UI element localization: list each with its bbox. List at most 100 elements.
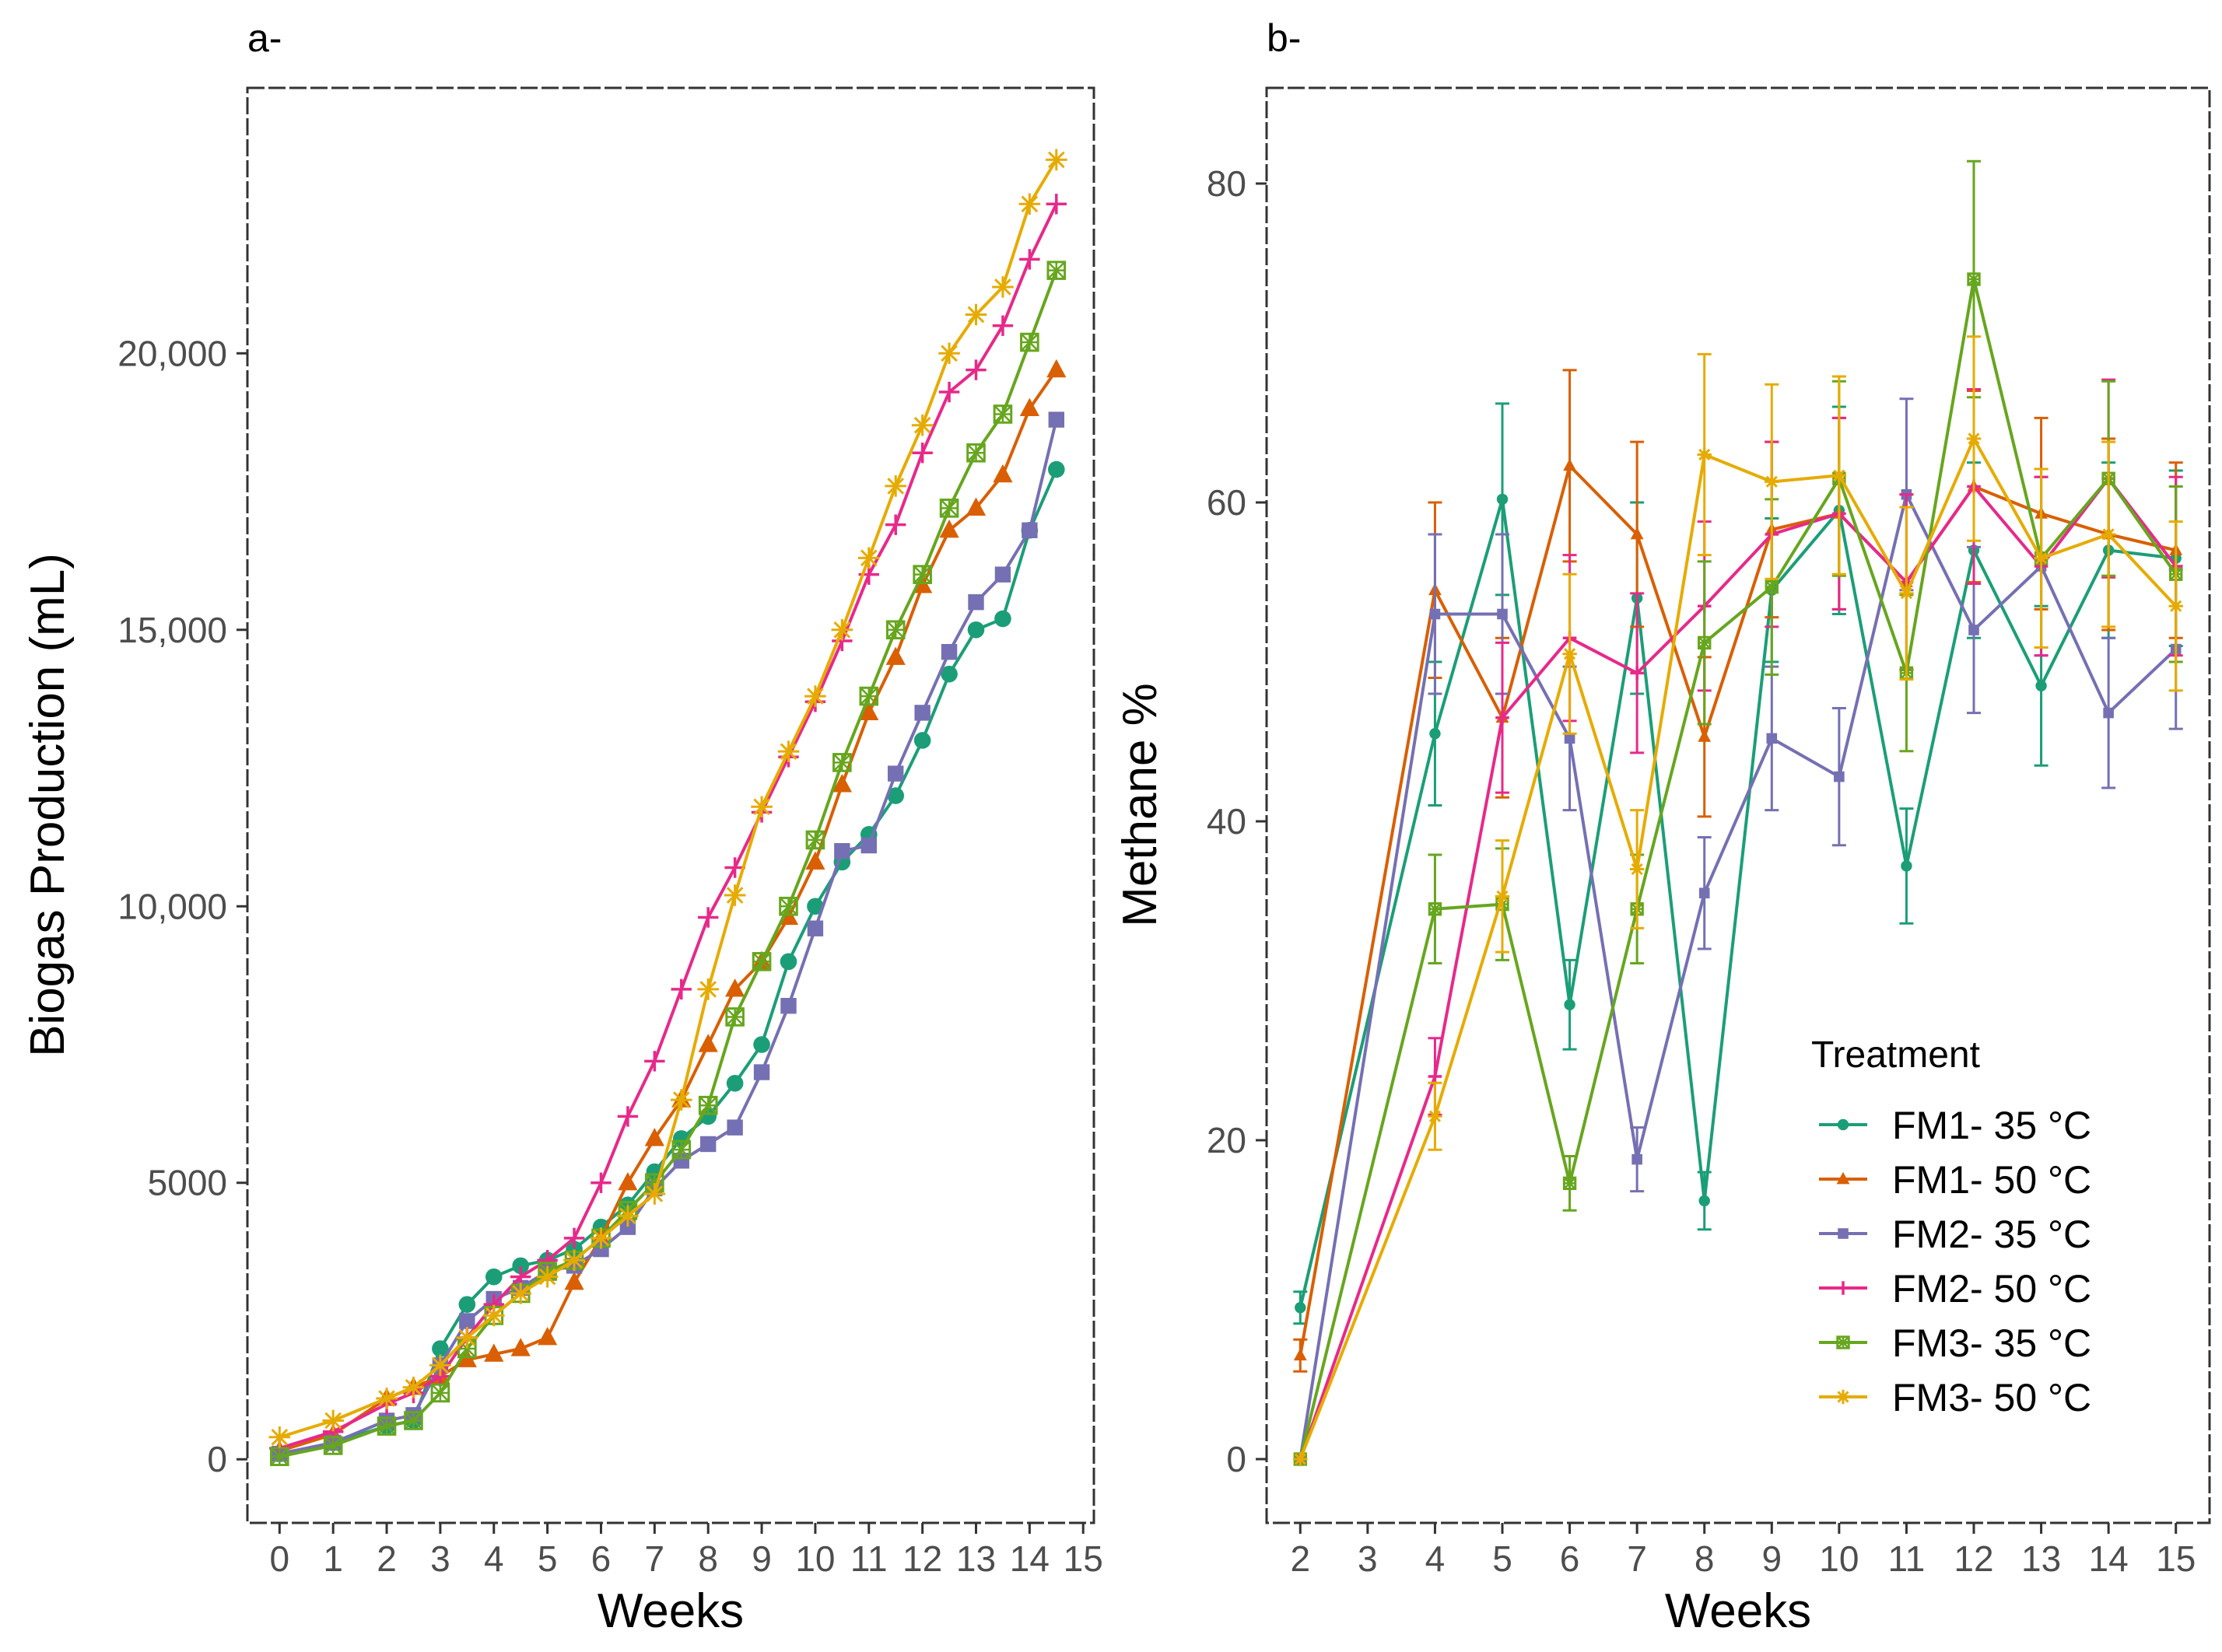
panel-a-data-point bbox=[993, 404, 1013, 424]
panel-a-data-point bbox=[992, 315, 1014, 336]
panel-b-data-point bbox=[1429, 608, 1441, 620]
panel-b-data-point bbox=[1562, 1176, 1577, 1191]
panel-b-data-point bbox=[1293, 1451, 1308, 1467]
panel-a-data-point bbox=[1020, 332, 1039, 352]
panel-a-data-point bbox=[725, 1007, 745, 1027]
legend-key-marker bbox=[1836, 1335, 1850, 1349]
panel-a-data-point bbox=[832, 774, 852, 793]
panel-b-x-tick-label: 11 bbox=[1888, 1538, 1926, 1579]
panel-a-data-point bbox=[698, 1034, 718, 1052]
panel-a-data-point bbox=[780, 998, 797, 1014]
panel-a-data-point bbox=[751, 796, 773, 818]
panel-a-x-tick-label: 1 bbox=[323, 1538, 343, 1579]
panel-a-data-point bbox=[670, 1089, 692, 1111]
panel-b-data-point bbox=[2103, 707, 2114, 719]
panel-b-x-tick-label: 5 bbox=[1492, 1538, 1512, 1579]
panel-b-data-point bbox=[1564, 999, 1575, 1010]
panel-a-data-point bbox=[966, 443, 986, 463]
panel-a-x-tick-label: 6 bbox=[591, 1538, 612, 1579]
panel-a-data-point bbox=[968, 594, 984, 611]
panel-b-data-point bbox=[1429, 728, 1441, 740]
panel-a-data-point bbox=[888, 765, 904, 782]
panel-a-frame bbox=[246, 86, 1095, 1524]
legend: Treatment FM1- 35 °C FM1- 50 °C FM2- 35 °C… bbox=[1811, 1034, 2091, 1419]
panel-a-data-point bbox=[753, 1036, 770, 1053]
panel-a-x-tick-label: 14 bbox=[1010, 1538, 1050, 1579]
panel-b-data-point bbox=[1563, 458, 1576, 471]
panel-a-data-point bbox=[564, 1271, 584, 1290]
legend-entry-fm1-50-c: FM1- 50 °C bbox=[1819, 1158, 2091, 1202]
panel-b-y-tick-label: 40 bbox=[1207, 801, 1246, 842]
panel-a-data-point bbox=[752, 952, 772, 971]
panel-a-data-point bbox=[966, 497, 987, 516]
panel-a-data-point bbox=[807, 920, 824, 936]
panel-a-x-tick-label: 10 bbox=[795, 1538, 835, 1579]
panel-a-data-point bbox=[753, 1064, 770, 1080]
panel-a-data-point bbox=[512, 1257, 529, 1275]
panel-b-data-point bbox=[1831, 467, 1847, 483]
panel-a-data-point bbox=[1046, 261, 1067, 280]
panel-a-data-point bbox=[724, 884, 746, 906]
panel-a-x-axis: 0 1 2 3 4 5 6 7 8 9 10 11 12 13 14 15 bbox=[270, 1523, 1103, 1579]
legend-label: FM3- 35 °C bbox=[1892, 1321, 2091, 1365]
panel-b-y-tick-label: 60 bbox=[1207, 482, 1246, 523]
panel-a-x-tick-label: 15 bbox=[1064, 1538, 1103, 1579]
panel-a-data-point bbox=[1019, 249, 1040, 270]
panel-b-data-point bbox=[1562, 646, 1577, 661]
panel-a-x-axis-title: Weeks bbox=[598, 1584, 744, 1638]
panel-a-data-point bbox=[402, 1377, 425, 1398]
panel-a-data-point bbox=[563, 1227, 585, 1249]
panel-a-series-line bbox=[279, 159, 1058, 1439]
panel-b-x-tick-label: 13 bbox=[2021, 1538, 2061, 1579]
panel-a-data-point bbox=[1048, 411, 1064, 428]
panel-b-data-point bbox=[1899, 586, 1914, 601]
panel-a-data-point bbox=[911, 414, 934, 436]
legend-title: Treatment bbox=[1811, 1034, 1980, 1076]
panel-a-data-point bbox=[1019, 397, 1039, 416]
panel-a-data-point bbox=[1046, 359, 1067, 378]
panel-a-series-group bbox=[268, 149, 1067, 1466]
panel-a-data-point bbox=[938, 381, 960, 403]
panel-a-x-tick-label: 8 bbox=[698, 1538, 718, 1579]
panel-a-data-point bbox=[617, 1205, 639, 1227]
panel-a-data-point bbox=[941, 644, 958, 660]
legend-label: FM1- 35 °C bbox=[1892, 1104, 2091, 1147]
panel-b-x-tick-label: 2 bbox=[1290, 1538, 1310, 1579]
panel-a-y-tick-label: 20,000 bbox=[117, 333, 227, 373]
panel-a-data-point bbox=[538, 1327, 558, 1346]
legend-label: FM3- 50 °C bbox=[1892, 1376, 2091, 1419]
panel-a-data-point bbox=[268, 1426, 291, 1448]
panel-a-data-point bbox=[885, 475, 907, 497]
panel-b-data-point bbox=[1630, 527, 1644, 540]
panel-b-label: b- bbox=[1267, 16, 1301, 60]
panel-b-data-point bbox=[1966, 431, 1982, 446]
panel-b-data-point bbox=[1497, 608, 1508, 620]
panel-a-data-point bbox=[456, 1327, 478, 1349]
panel-a-x-tick-label: 3 bbox=[430, 1538, 450, 1579]
panel-a-data-point bbox=[1022, 522, 1038, 538]
panel-a-data-point bbox=[1047, 460, 1065, 478]
panel-a-data-point bbox=[377, 1416, 397, 1436]
panel-b-y-tick-label: 0 bbox=[1226, 1439, 1246, 1479]
panel-b-data-point bbox=[1834, 771, 1845, 782]
panel-b-data-point bbox=[1766, 733, 1778, 744]
panel-a-y-tick-label: 15,000 bbox=[117, 610, 227, 650]
panel-a-data-point bbox=[671, 978, 692, 1000]
panel-a-data-point bbox=[834, 842, 850, 859]
panel-a-y-tick-label: 5000 bbox=[148, 1163, 227, 1203]
panel-b-data-point bbox=[1697, 447, 1712, 462]
panel-a-data-point bbox=[697, 978, 720, 1000]
panel-a-series-line bbox=[279, 419, 1058, 1456]
panel-a-data-point bbox=[859, 686, 879, 706]
panel-a-x-tick-label: 11 bbox=[850, 1538, 888, 1579]
legend-key-marker bbox=[1838, 1228, 1849, 1239]
panel-b-y-axis: 0 20 40 60 80 bbox=[1207, 163, 1267, 1479]
panel-a-data-point bbox=[1018, 193, 1041, 215]
panel-a-data-point bbox=[832, 753, 852, 772]
panel-a-data-point bbox=[860, 837, 877, 854]
panel-a-y-tick-label: 10,000 bbox=[117, 886, 227, 926]
panel-a-data-point bbox=[643, 1183, 666, 1205]
panel-b-y-axis-title: Methane % bbox=[1113, 683, 1167, 927]
panel-b-x-tick-label: 7 bbox=[1627, 1538, 1647, 1579]
